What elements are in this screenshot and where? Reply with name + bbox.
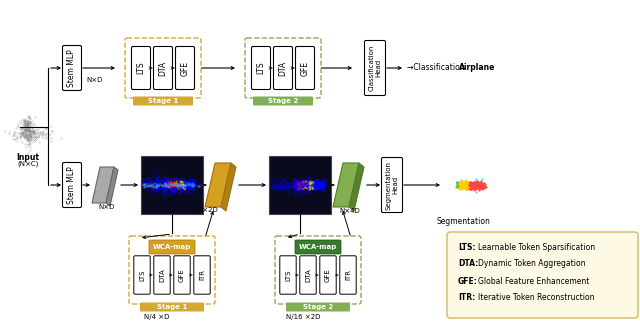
Text: LTS: LTS <box>285 269 291 281</box>
Text: LTS: LTS <box>257 62 266 74</box>
FancyBboxPatch shape <box>286 303 350 312</box>
Polygon shape <box>349 163 364 211</box>
FancyBboxPatch shape <box>140 303 204 312</box>
FancyBboxPatch shape <box>365 41 385 95</box>
Text: GFE: GFE <box>180 60 189 76</box>
Text: DTA: DTA <box>159 268 165 282</box>
FancyBboxPatch shape <box>340 256 356 294</box>
FancyBboxPatch shape <box>273 47 292 89</box>
Text: N/4 ×D: N/4 ×D <box>144 314 170 320</box>
Text: Learnable Token Sparsification: Learnable Token Sparsification <box>478 243 595 251</box>
FancyBboxPatch shape <box>320 256 336 294</box>
Text: DTA: DTA <box>159 60 168 76</box>
Text: ITR:: ITR: <box>458 293 476 303</box>
Text: Stage 1: Stage 1 <box>148 98 178 104</box>
Text: GFE:: GFE: <box>458 277 478 285</box>
Text: Segmentation
Head: Segmentation Head <box>385 160 399 210</box>
Text: WCA-map: WCA-map <box>299 244 337 250</box>
Text: Classification
Head: Classification Head <box>369 45 381 91</box>
Text: LTS: LTS <box>139 269 145 281</box>
Polygon shape <box>205 163 231 207</box>
Text: Iterative Token Reconstruction: Iterative Token Reconstruction <box>478 293 595 303</box>
FancyBboxPatch shape <box>63 46 81 90</box>
FancyBboxPatch shape <box>174 256 190 294</box>
Text: LTS:: LTS: <box>458 243 476 251</box>
Text: Stage 1: Stage 1 <box>157 304 187 310</box>
FancyBboxPatch shape <box>141 156 203 214</box>
FancyBboxPatch shape <box>133 96 193 106</box>
FancyBboxPatch shape <box>381 157 403 213</box>
Text: Dynamic Token Aggregation: Dynamic Token Aggregation <box>478 259 586 269</box>
Polygon shape <box>92 167 114 203</box>
Text: WCA-map: WCA-map <box>153 244 191 250</box>
Text: LTS: LTS <box>136 62 145 74</box>
FancyBboxPatch shape <box>300 256 316 294</box>
Text: Stage 2: Stage 2 <box>268 98 298 104</box>
FancyBboxPatch shape <box>252 47 271 89</box>
Text: GFE: GFE <box>325 268 331 282</box>
Text: ITR: ITR <box>345 270 351 280</box>
FancyBboxPatch shape <box>269 156 331 214</box>
FancyBboxPatch shape <box>296 47 314 89</box>
Text: DTA: DTA <box>278 60 287 76</box>
Text: DTA:: DTA: <box>458 259 478 269</box>
FancyBboxPatch shape <box>63 162 81 208</box>
Polygon shape <box>106 167 118 206</box>
Text: GFE: GFE <box>301 60 310 76</box>
FancyBboxPatch shape <box>280 256 296 294</box>
FancyBboxPatch shape <box>253 96 313 106</box>
FancyBboxPatch shape <box>175 47 195 89</box>
Text: Segmentation: Segmentation <box>436 216 490 225</box>
Text: N×2D: N×2D <box>198 207 218 213</box>
Text: Airplane: Airplane <box>459 62 495 72</box>
FancyBboxPatch shape <box>295 240 341 254</box>
Polygon shape <box>333 163 359 207</box>
Text: N/16 ×2D: N/16 ×2D <box>286 314 320 320</box>
FancyBboxPatch shape <box>154 47 173 89</box>
Polygon shape <box>221 163 236 211</box>
Text: N×D: N×D <box>99 204 115 210</box>
Text: Stem MLP: Stem MLP <box>67 166 77 204</box>
Text: Input: Input <box>17 153 40 162</box>
Text: Global Feature Enhancement: Global Feature Enhancement <box>478 277 589 285</box>
FancyBboxPatch shape <box>194 256 210 294</box>
FancyBboxPatch shape <box>131 47 150 89</box>
Text: (N×C): (N×C) <box>17 161 38 167</box>
FancyBboxPatch shape <box>149 240 195 254</box>
Text: N×D: N×D <box>86 77 102 83</box>
FancyBboxPatch shape <box>134 256 150 294</box>
Text: GFE: GFE <box>179 268 185 282</box>
Text: ITR: ITR <box>199 270 205 280</box>
FancyBboxPatch shape <box>447 232 638 318</box>
Text: →Classification:: →Classification: <box>407 62 470 72</box>
Text: DTA: DTA <box>305 268 311 282</box>
FancyBboxPatch shape <box>154 256 170 294</box>
Text: Stem MLP: Stem MLP <box>67 49 77 87</box>
Text: Stage 2: Stage 2 <box>303 304 333 310</box>
Text: N×4D: N×4D <box>340 208 360 214</box>
